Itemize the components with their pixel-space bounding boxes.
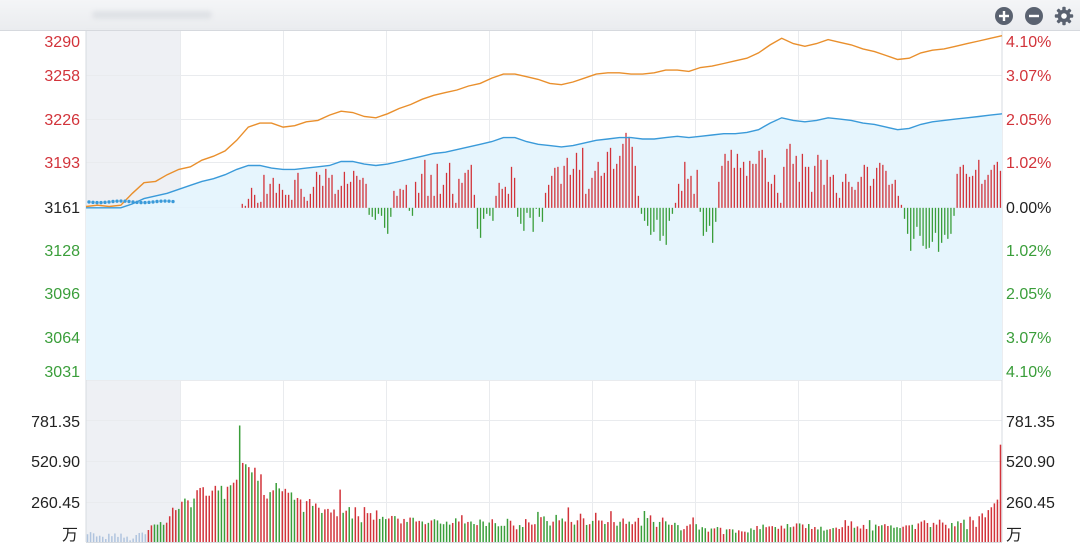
blurred-title bbox=[92, 11, 212, 19]
price-tick-left: 3064 bbox=[44, 330, 80, 347]
percent-tick-right: 2.05% bbox=[1006, 112, 1051, 129]
percent-tick-right: 1.02% bbox=[1006, 243, 1051, 260]
auction-point bbox=[163, 199, 167, 203]
auction-point bbox=[107, 200, 111, 204]
auction-point bbox=[119, 199, 123, 203]
percent-tick-right: 4.10% bbox=[1006, 34, 1051, 51]
index-line bbox=[85, 35, 1003, 208]
auction-point bbox=[143, 200, 147, 205]
zoom-in-icon[interactable] bbox=[994, 6, 1014, 26]
average-area-fill bbox=[86, 113, 1002, 208]
volume-unit-left: 万 bbox=[62, 527, 78, 544]
price-tick-left: 3226 bbox=[44, 112, 80, 129]
price-tick-left: 3290 bbox=[44, 34, 80, 51]
volume-tick-left: 781.35 bbox=[31, 414, 80, 431]
auction-point bbox=[151, 200, 155, 204]
percent-tick-right: 2.05% bbox=[1006, 286, 1051, 303]
volume-tick-right: 781.35 bbox=[1006, 414, 1055, 431]
auction-point bbox=[171, 199, 175, 204]
price-tick-left: 3031 bbox=[44, 364, 80, 381]
chart-toolbar bbox=[0, 0, 1080, 31]
auction-point bbox=[91, 200, 95, 205]
volume-bars bbox=[86, 425, 1002, 542]
zoom-out-icon[interactable] bbox=[1024, 6, 1044, 26]
auction-point bbox=[123, 199, 127, 203]
auction-point bbox=[167, 199, 171, 203]
auction-point bbox=[127, 199, 131, 204]
price-tick-left: 3193 bbox=[44, 155, 80, 172]
percent-tick-right: 0.00% bbox=[1006, 200, 1051, 217]
average-line bbox=[86, 113, 1003, 209]
gear-icon[interactable] bbox=[1054, 6, 1074, 26]
auction-point bbox=[99, 200, 103, 205]
volume-unit-right: 万 bbox=[1006, 527, 1022, 544]
price-tick-left: 3096 bbox=[44, 286, 80, 303]
auction-point bbox=[103, 200, 107, 205]
auction-point bbox=[159, 199, 163, 203]
auction-point bbox=[155, 199, 159, 204]
lower-fill bbox=[86, 207, 1002, 380]
volume-tick-right: 520.90 bbox=[1006, 454, 1055, 471]
volume-tick-right: 260.45 bbox=[1006, 495, 1055, 512]
axes: 3290 3258 3226 3193 3161 3128 3096 3064 … bbox=[31, 34, 1055, 544]
average-area bbox=[86, 113, 1002, 380]
auction-point bbox=[95, 200, 99, 205]
auction-point bbox=[87, 200, 91, 204]
percent-tick-right: 3.07% bbox=[1006, 330, 1051, 347]
auction-point bbox=[131, 200, 135, 204]
price-tick-left: 3258 bbox=[44, 68, 80, 85]
auction-point bbox=[147, 200, 151, 205]
auction-point bbox=[139, 200, 143, 205]
price-lines bbox=[85, 35, 1003, 209]
auction-point bbox=[115, 199, 119, 203]
price-tick-left: 3161 bbox=[44, 200, 80, 217]
volume-tick-left: 260.45 bbox=[31, 495, 80, 512]
percent-tick-right: 3.07% bbox=[1006, 68, 1051, 85]
percent-tick-right: 4.10% bbox=[1006, 364, 1051, 381]
price-tick-left: 3128 bbox=[44, 243, 80, 260]
percent-tick-right: 1.02% bbox=[1006, 155, 1051, 172]
auction-point bbox=[135, 200, 139, 205]
volume-tick-left: 520.90 bbox=[31, 454, 80, 471]
delta-bars bbox=[241, 132, 1002, 252]
auction-point bbox=[111, 199, 115, 204]
